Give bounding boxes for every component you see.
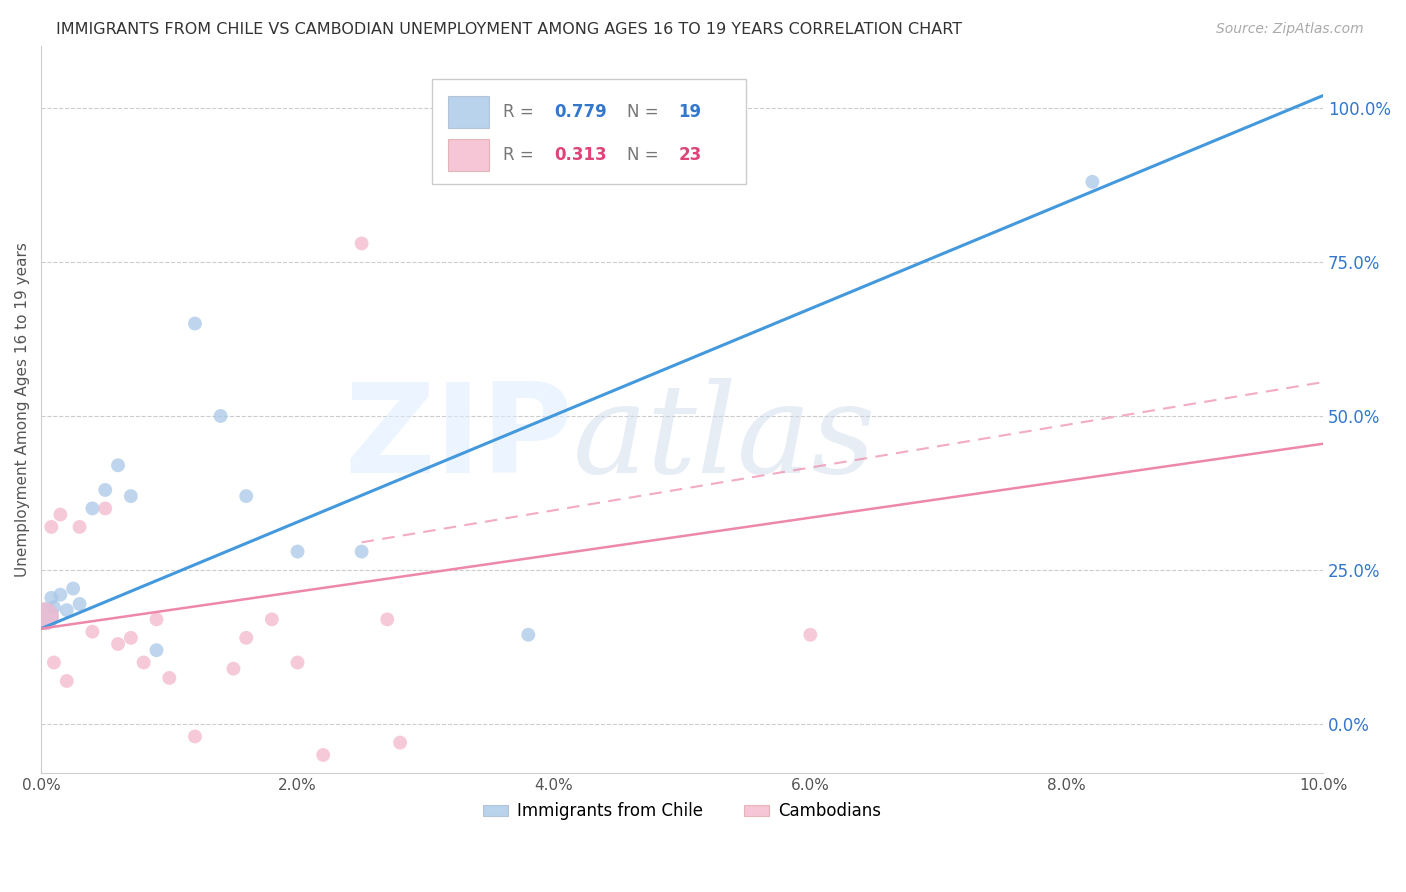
Text: 19: 19 bbox=[678, 103, 702, 120]
Point bbox=[287, 544, 309, 558]
Text: atlas: atlas bbox=[574, 378, 876, 500]
Text: R =: R = bbox=[502, 146, 533, 164]
Point bbox=[69, 597, 91, 611]
Point bbox=[389, 736, 412, 750]
Point bbox=[94, 501, 117, 516]
Point bbox=[69, 520, 91, 534]
Text: 0.779: 0.779 bbox=[554, 103, 606, 120]
Point bbox=[235, 631, 257, 645]
Bar bbox=[447, 139, 488, 171]
Point bbox=[34, 609, 56, 624]
Point bbox=[82, 501, 104, 516]
Point bbox=[120, 489, 142, 503]
Point bbox=[42, 600, 65, 615]
Point bbox=[55, 603, 77, 617]
Point bbox=[209, 409, 232, 423]
Point bbox=[184, 317, 207, 331]
Legend: Immigrants from Chile, Cambodians: Immigrants from Chile, Cambodians bbox=[477, 796, 887, 827]
Point bbox=[41, 520, 63, 534]
Text: 23: 23 bbox=[678, 146, 702, 164]
Point bbox=[49, 588, 72, 602]
Point bbox=[517, 628, 540, 642]
Point bbox=[62, 582, 84, 596]
Point bbox=[184, 730, 207, 744]
Point bbox=[260, 612, 283, 626]
Point bbox=[235, 489, 257, 503]
Point bbox=[41, 591, 63, 605]
Point bbox=[350, 236, 373, 251]
Point bbox=[107, 458, 129, 473]
Point bbox=[42, 656, 65, 670]
Point bbox=[94, 483, 117, 497]
Point bbox=[82, 624, 104, 639]
Point bbox=[55, 673, 77, 688]
Point bbox=[1081, 175, 1104, 189]
Text: N =: N = bbox=[627, 146, 658, 164]
Point bbox=[350, 544, 373, 558]
Point bbox=[132, 656, 155, 670]
Point bbox=[287, 656, 309, 670]
Text: R =: R = bbox=[502, 103, 533, 120]
Text: ZIP: ZIP bbox=[344, 378, 574, 500]
FancyBboxPatch shape bbox=[432, 79, 747, 185]
Point bbox=[799, 628, 821, 642]
Point bbox=[49, 508, 72, 522]
Point bbox=[107, 637, 129, 651]
Text: Source: ZipAtlas.com: Source: ZipAtlas.com bbox=[1216, 22, 1364, 37]
Text: IMMIGRANTS FROM CHILE VS CAMBODIAN UNEMPLOYMENT AMONG AGES 16 TO 19 YEARS CORREL: IMMIGRANTS FROM CHILE VS CAMBODIAN UNEMP… bbox=[56, 22, 962, 37]
Point bbox=[312, 747, 335, 762]
Text: N =: N = bbox=[627, 103, 658, 120]
Bar bbox=[447, 95, 488, 128]
Text: 0.313: 0.313 bbox=[554, 146, 606, 164]
Point bbox=[145, 643, 167, 657]
Point bbox=[375, 612, 398, 626]
Point bbox=[157, 671, 180, 685]
Point bbox=[222, 662, 245, 676]
Point bbox=[120, 631, 142, 645]
Y-axis label: Unemployment Among Ages 16 to 19 years: Unemployment Among Ages 16 to 19 years bbox=[15, 243, 30, 577]
Point bbox=[145, 612, 167, 626]
Point bbox=[34, 609, 56, 624]
